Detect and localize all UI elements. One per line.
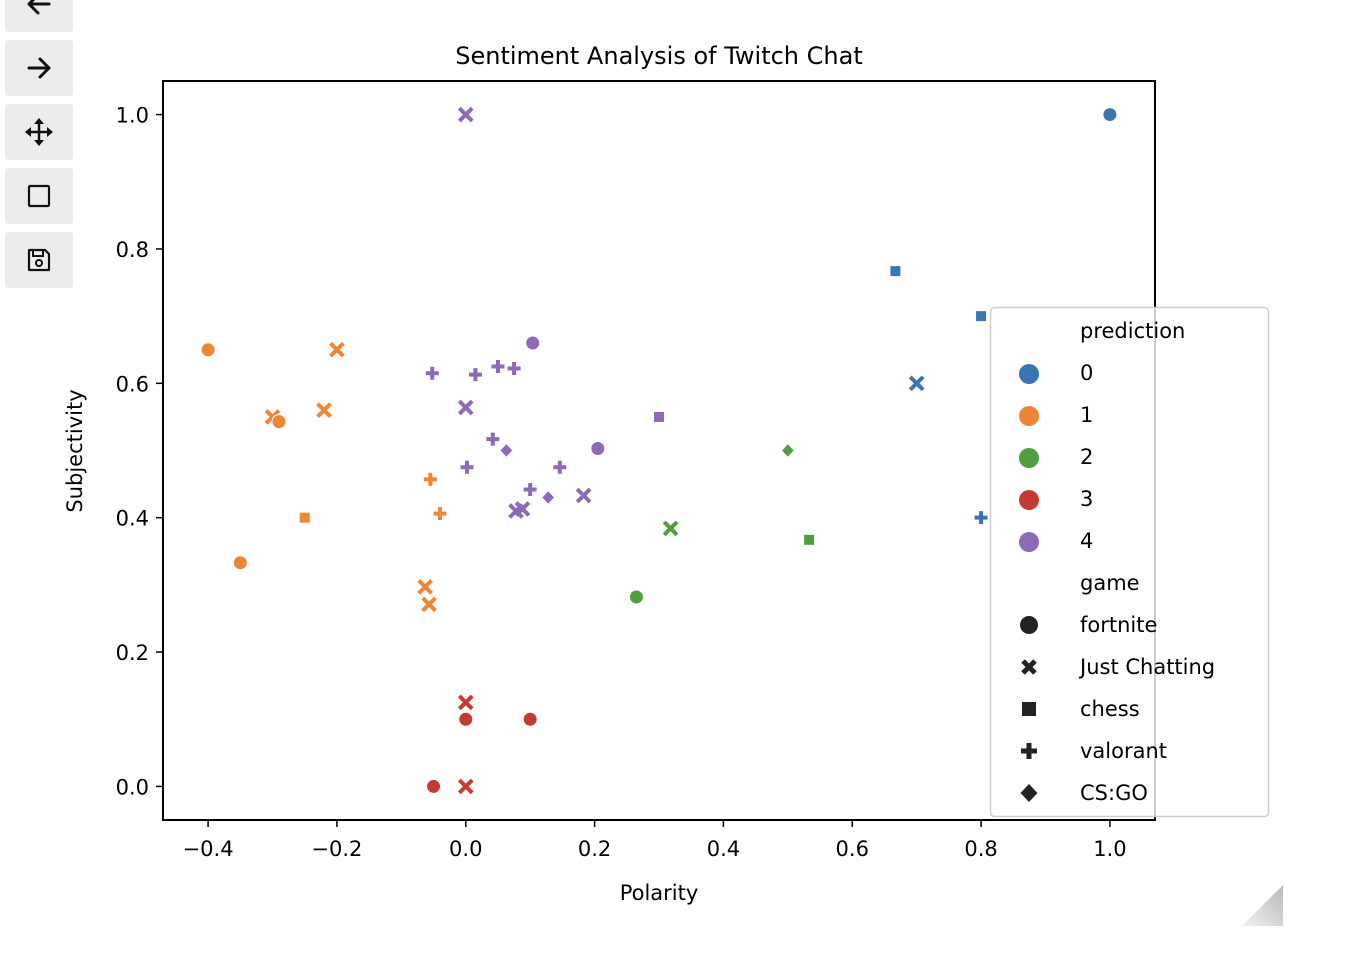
arrow-right-icon (27, 57, 51, 79)
data-point (457, 778, 474, 795)
legend: prediction 0 1 2 3 4 game fortnite Just Chatting… (989, 306, 1270, 818)
data-point (575, 487, 592, 504)
data-point (553, 460, 567, 474)
data-point (628, 589, 644, 605)
data-point (421, 596, 437, 613)
legend-entry-label: 2 (1080, 445, 1093, 469)
legend-marker (1019, 364, 1039, 384)
data-point (298, 511, 311, 524)
data-point (514, 501, 531, 517)
legend-entry-label: valorant (1080, 739, 1167, 763)
data-point (458, 711, 474, 727)
legend-marker (1020, 616, 1038, 634)
y-tick-label: 1.0 (116, 104, 149, 128)
data-point (457, 399, 474, 416)
legend-marker (1019, 406, 1039, 426)
data-point (486, 432, 500, 446)
legend-entry-label: chess (1080, 697, 1140, 721)
legend-marker (1019, 490, 1039, 510)
legend-entry-label: 3 (1080, 487, 1093, 511)
data-point (803, 533, 816, 546)
zoom-button[interactable] (5, 168, 73, 224)
legend-marker (1020, 784, 1038, 802)
legend-entry-label: fortnite (1080, 613, 1157, 637)
x-tick-label: 0.2 (578, 837, 611, 861)
data-point (316, 402, 332, 419)
data-point (491, 360, 505, 374)
data-point (590, 440, 606, 456)
legend-title-prediction: prediction (1080, 319, 1185, 343)
y-tick-label: 0.4 (116, 507, 149, 531)
data-point (889, 265, 902, 278)
y-tick-label: 0.8 (116, 238, 149, 262)
legend-marker (1019, 448, 1039, 468)
x-tick-label: −0.2 (311, 837, 362, 861)
x-axis-label: Polarity (620, 881, 699, 905)
data-point (908, 375, 925, 392)
legend-title-game: game (1080, 571, 1140, 595)
data-point (780, 442, 796, 459)
x-tick-label: 0.6 (836, 837, 869, 861)
square-icon (27, 184, 51, 208)
data-point (975, 310, 988, 323)
data-point (541, 489, 556, 506)
y-tick-label: 0.6 (116, 372, 149, 396)
data-point (329, 341, 345, 358)
data-point (662, 520, 679, 537)
data-point (507, 362, 521, 376)
move-icon (25, 118, 53, 146)
legend-entry-label: 1 (1080, 403, 1093, 427)
pan-button[interactable] (5, 104, 73, 160)
back-button[interactable] (5, 0, 73, 32)
data-point (499, 442, 514, 459)
data-point (460, 460, 474, 474)
data-point (423, 472, 437, 486)
data-point (653, 410, 665, 423)
data-point (525, 335, 541, 351)
resize-grip-icon[interactable] (1242, 885, 1283, 926)
data-point (468, 368, 482, 382)
legend-entry-label: CS:GO (1080, 781, 1148, 805)
data-point (457, 694, 474, 711)
y-axis: 0.0 0.2 0.4 0.6 0.8 1.0 (116, 104, 163, 799)
x-tick-label: 0.8 (964, 837, 997, 861)
floppy-disk-icon (27, 248, 51, 272)
legend-entry-label: Just Chatting (1078, 655, 1215, 679)
y-tick-label: 0.2 (116, 641, 149, 665)
x-tick-label: 0.4 (707, 837, 740, 861)
data-point (232, 555, 248, 571)
data-point (271, 414, 287, 430)
legend-marker (1021, 743, 1037, 759)
x-tick-label: 0.0 (449, 837, 482, 861)
legend-marker (1019, 532, 1039, 552)
arrow-left-icon (27, 0, 51, 15)
save-button[interactable] (5, 232, 73, 288)
toolbar (5, 0, 73, 296)
legend-box (989, 306, 1270, 818)
x-tick-label: −0.4 (183, 837, 234, 861)
plot-area (200, 106, 1118, 795)
x-tick-label: 1.0 (1093, 837, 1126, 861)
legend-entry-label: 4 (1080, 529, 1093, 553)
legend-entry-label: 0 (1080, 361, 1093, 385)
data-point (200, 342, 216, 358)
chart-title: Sentiment Analysis of Twitch Chat (455, 42, 862, 70)
data-point (523, 482, 537, 496)
data-point (974, 511, 988, 525)
data-point (426, 778, 442, 794)
data-point (425, 366, 439, 380)
forward-button[interactable] (5, 40, 73, 96)
data-point (1102, 107, 1118, 123)
legend-marker (1022, 702, 1036, 716)
data-point (457, 106, 474, 123)
y-axis-label: Subjectivity (63, 389, 87, 512)
legend-marker (1021, 659, 1037, 675)
x-axis: −0.4 −0.2 0.0 0.2 0.4 0.6 0.8 1.0 (183, 820, 1127, 861)
data-point (522, 711, 538, 727)
data-point (433, 507, 447, 521)
y-tick-label: 0.0 (116, 775, 149, 799)
data-point (417, 579, 433, 595)
